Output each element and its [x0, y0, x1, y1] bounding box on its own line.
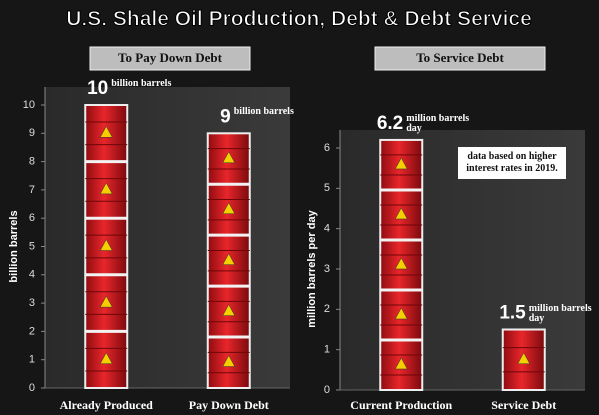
value-label: 1.5	[499, 303, 526, 324]
oil-icon	[99, 182, 113, 195]
value-unit-box: billion barrels	[233, 107, 294, 118]
y-tick-label: 6	[29, 212, 35, 224]
y-tick-label: 0	[324, 384, 330, 396]
value-unit: billion barrels	[111, 79, 172, 89]
x-tick-label: Current Production	[350, 398, 452, 412]
value-unit-box: million barrels day	[528, 303, 592, 324]
annotation: data based on higher interest rates in 2…	[458, 147, 566, 179]
value-label: 10	[87, 78, 108, 99]
y-tick-label: 1	[29, 354, 35, 366]
y-tick-label: 4	[324, 223, 330, 235]
y-tick-label: 7	[29, 184, 35, 196]
y-tick-label: 2	[324, 303, 330, 315]
page-title: U.S. Shale Oil Production, Debt & Debt S…	[66, 8, 532, 31]
y-tick-label: 5	[29, 240, 35, 252]
value-unit-box: billion barrels	[111, 79, 172, 89]
y-tick-label: 3	[324, 263, 330, 275]
panel-title: To Pay Down Debt	[118, 50, 223, 65]
y-tick-label: 3	[29, 297, 35, 309]
y-tick-label: 2	[29, 325, 35, 337]
y-tick-label: 8	[29, 156, 35, 168]
y-tick-label: 10	[23, 99, 35, 111]
y-tick-label: 0	[29, 382, 35, 394]
oil-icon	[99, 295, 113, 308]
annotation-box: data based on higher interest rates in 2…	[458, 147, 566, 179]
oil-icon	[394, 207, 408, 220]
x-tick-label: Service Debt	[491, 398, 556, 412]
oil-icon	[222, 202, 236, 214]
oil-icon	[222, 253, 236, 265]
panel-header	[89, 46, 251, 71]
oil-icon	[517, 352, 531, 364]
oil-icon	[394, 257, 408, 270]
value-label: 9	[220, 106, 231, 127]
oil-icon	[394, 357, 408, 370]
oil-icon	[222, 151, 236, 164]
oil-icon	[99, 352, 113, 364]
oil-icon	[394, 307, 408, 320]
bar	[206, 132, 251, 389]
oil-icon	[99, 125, 113, 138]
y-axis-label: million barrels per day	[306, 209, 318, 327]
oil-icon	[222, 304, 236, 316]
y-tick-label: 5	[324, 182, 330, 194]
oil-icon	[222, 355, 236, 367]
x-tick-label: Pay Down Debt	[189, 398, 269, 412]
y-axis-label: billion barrels	[8, 210, 20, 282]
panel-title: To Service Debt	[416, 50, 504, 65]
y-tick-label: 6	[324, 142, 330, 154]
value-unit: million barrels day	[406, 113, 470, 134]
bar	[501, 328, 546, 391]
oil-icon	[99, 238, 113, 251]
y-tick-label: 9	[29, 127, 35, 139]
y-tick-label: 1	[324, 344, 330, 356]
y-tick-label: 4	[29, 269, 35, 281]
panel-header	[374, 46, 546, 71]
value-unit-box: million barrels day	[406, 113, 470, 134]
oil-icon	[394, 157, 408, 170]
value-label: 6.2	[377, 113, 403, 134]
plot-wall	[45, 87, 290, 388]
value-unit: billion barrels	[233, 107, 294, 118]
x-tick-label: Already Produced	[60, 398, 154, 412]
value-unit: million barrels day	[528, 303, 592, 324]
